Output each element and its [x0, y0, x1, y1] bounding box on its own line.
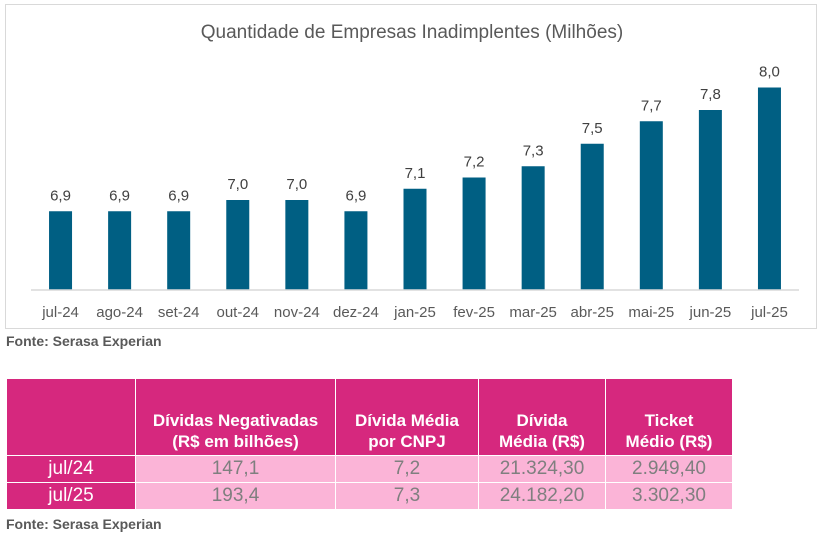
x-tick-labels: jul-24 ago-24 set-24 out-24 nov-24 dez-24 jan-… [41, 304, 788, 321]
header-cell-empty [6, 378, 136, 456]
table-cell: 2.949,40 [605, 455, 733, 483]
header-cell-dividas-negativadas: Dívidas Negativadas (R$ em bilhões) [135, 378, 336, 456]
header-cell-divida-media: Dívida Média (R$) [478, 378, 606, 456]
data-label: 6,9 [50, 187, 71, 204]
data-label: 7,0 [286, 176, 307, 193]
chart-source-note: Fonte: Serasa Experian [6, 333, 162, 349]
data-label: 7,1 [405, 165, 426, 182]
data-label: 7,3 [523, 142, 544, 159]
header-cell-ticket-medio: Ticket Médio (R$) [605, 378, 733, 456]
table-cell: 7,2 [335, 455, 479, 483]
header-line: (R$ em bilhões) [172, 432, 299, 451]
table-source-note: Fonte: Serasa Experian [6, 516, 162, 532]
debt-summary-table: Dívidas Negativadas (R$ em bilhões) Dívid… [6, 378, 733, 510]
header-line: Médio (R$) [625, 432, 713, 451]
x-tick-label: mar-25 [509, 304, 557, 321]
table-cell: 3.302,30 [605, 482, 733, 510]
data-label: 6,9 [168, 187, 189, 204]
row-label: jul/25 [6, 482, 136, 510]
header-line: Dívida [516, 411, 568, 430]
bar-fev-25 [462, 177, 486, 290]
x-tick-label: jul-25 [750, 304, 788, 321]
table-cell: 193,4 [135, 482, 336, 510]
x-tick-label: fev-25 [453, 304, 495, 321]
bar-jun-25 [698, 110, 722, 290]
table-cell: 24.182,20 [478, 482, 606, 510]
x-tick-label: out-24 [216, 304, 259, 321]
header-line: por CNPJ [368, 432, 446, 451]
data-label: 7,5 [582, 120, 603, 137]
bar-mai-25 [639, 121, 663, 290]
x-tick-label: jul-24 [41, 304, 79, 321]
data-label: 8,0 [759, 64, 780, 81]
x-tick-label: mai-25 [628, 304, 674, 321]
table-row: jul/24 147,1 7,2 21.324,30 2.949,40 [6, 455, 733, 483]
data-label: 7,2 [464, 154, 485, 171]
bar-jan-25 [403, 188, 427, 290]
x-tick-label: dez-24 [333, 304, 379, 321]
bar-jul-25 [757, 87, 781, 290]
header-line: Ticket [644, 411, 694, 430]
bar-mar-25 [521, 166, 545, 290]
data-label: 6,9 [109, 187, 130, 204]
header-line: Dívida Média [355, 411, 459, 430]
row-label: jul/24 [6, 455, 136, 483]
table-row: jul/25 193,4 7,3 24.182,20 3.302,30 [6, 482, 733, 510]
bar-jul-24 [49, 211, 73, 290]
x-tick-label: nov-24 [274, 304, 320, 321]
chart-container: Quantidade de Empresas Inadimplentes (Mi… [5, 4, 817, 329]
data-label: 7,7 [641, 97, 662, 114]
x-tick-label: jun-25 [689, 304, 732, 321]
table-header-row: Dívidas Negativadas (R$ em bilhões) Dívid… [6, 378, 733, 456]
bar-nov-24 [285, 200, 309, 290]
x-tick-label: ago-24 [96, 304, 143, 321]
table-cell: 7,3 [335, 482, 479, 510]
table-cell: 147,1 [135, 455, 336, 483]
x-tick-label: set-24 [158, 304, 200, 321]
chart-title: Quantidade de Empresas Inadimplentes (Mi… [201, 22, 623, 43]
header-line: Dívidas Negativadas [152, 411, 319, 430]
data-label: 7,8 [700, 86, 721, 103]
header-line: Média (R$) [499, 432, 585, 451]
bar-set-24 [167, 211, 191, 290]
data-label: 6,9 [345, 187, 366, 204]
x-tick-label: abr-25 [571, 304, 614, 321]
x-tick-label: jan-25 [393, 304, 436, 321]
bar-out-24 [226, 200, 250, 290]
header-cell-divida-media-cnpj: Dívida Média por CNPJ [335, 378, 479, 456]
bar-abr-25 [580, 143, 604, 290]
data-label: 7,0 [227, 176, 248, 193]
data-labels: 6,9 6,9 6,9 7,0 7,0 6,9 7,1 7,2 7,3 7,5 7,7 7,8 8,0 [50, 64, 780, 205]
bar-chart: Quantidade de Empresas Inadimplentes (Mi… [31, 22, 799, 321]
bar-dez-24 [344, 211, 368, 290]
table-cell: 21.324,30 [478, 455, 606, 483]
bar-ago-24 [108, 211, 132, 290]
bars-group [49, 87, 781, 290]
